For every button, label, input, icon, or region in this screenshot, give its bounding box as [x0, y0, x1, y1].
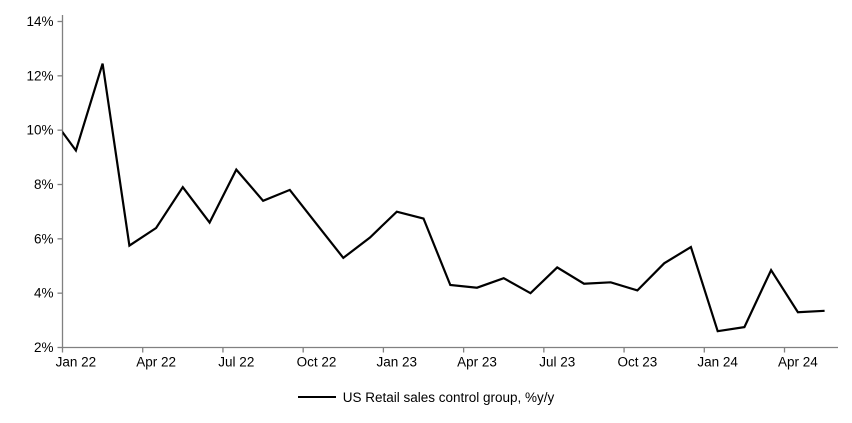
y-tick-label: 2%	[34, 340, 54, 355]
x-tick-label: Oct 22	[297, 355, 337, 370]
x-tick-label: Apr 24	[778, 355, 818, 370]
legend-label: US Retail sales control group, %y/y	[342, 389, 555, 405]
y-tick-label: 6%	[34, 231, 54, 246]
y-tick-label: 10%	[26, 123, 53, 138]
legend: US Retail sales control group, %y/y	[0, 388, 852, 406]
legend-line-sample	[297, 396, 336, 398]
x-tick-label: Apr 23	[457, 355, 497, 370]
x-tick-label: Oct 23	[618, 355, 658, 370]
series-line	[62, 63, 825, 333]
y-tick-label: 4%	[34, 286, 54, 301]
y-tick-label: 12%	[26, 68, 53, 83]
x-tick-label: Jul 23	[539, 355, 575, 370]
y-tick-label: 8%	[34, 177, 54, 192]
x-tick-label: Jul 22	[218, 355, 254, 370]
x-tick-label: Jan 22	[56, 355, 97, 370]
x-tick-label: Apr 22	[136, 355, 176, 370]
y-tick-label: 14%	[26, 14, 53, 29]
plot-area: 2% 4% 6% 8% 10% 12% 14% Jan 22 Apr 22 Jul 22 Oct 2…	[26, 14, 838, 370]
x-tick-label: Jan 24	[697, 355, 738, 370]
x-tick-label: Jan 23	[376, 355, 417, 370]
